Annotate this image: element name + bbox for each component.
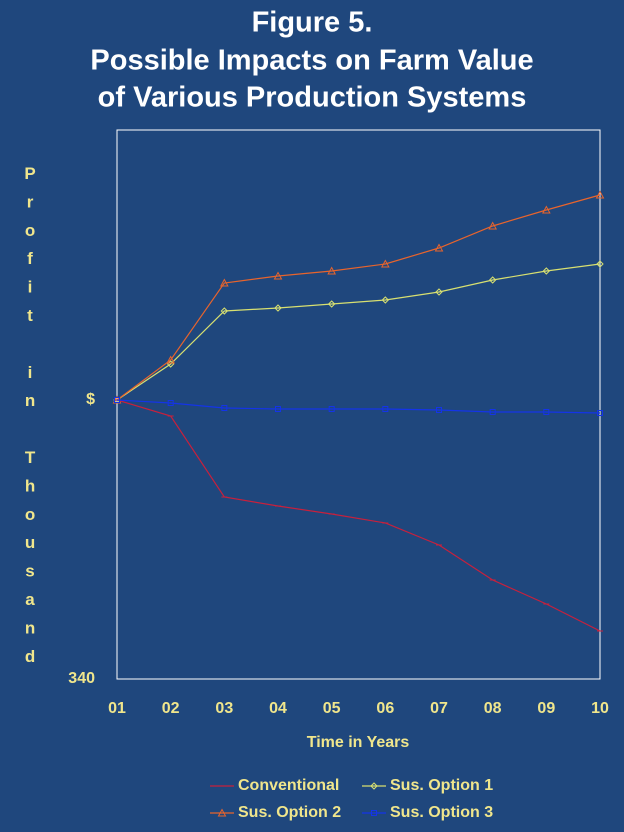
series-line	[116, 263, 601, 401]
legend-label: Conventional	[238, 777, 339, 794]
marker	[328, 406, 335, 412]
marker	[327, 300, 336, 308]
marker	[435, 288, 443, 296]
marker	[543, 409, 550, 415]
chart-title: Possible Impacts on Farm Value	[90, 45, 533, 77]
marker	[382, 406, 389, 412]
x-tick-label: 06	[376, 700, 394, 717]
x-tick-label: 04	[269, 700, 287, 717]
marker	[488, 276, 497, 284]
marker	[542, 267, 551, 275]
legend-marker	[371, 810, 377, 816]
x-tick-label: 02	[162, 700, 180, 717]
marker	[488, 221, 498, 230]
marker	[275, 406, 281, 412]
marker	[434, 243, 444, 252]
marker	[166, 355, 176, 364]
series-line	[116, 399, 601, 632]
marker	[219, 278, 229, 287]
legend-marker	[370, 782, 378, 790]
marker	[274, 304, 282, 312]
legend-label: Sus. Option 1	[390, 777, 493, 794]
marker	[596, 260, 604, 268]
marker	[273, 271, 283, 280]
plot-frame	[116, 129, 601, 680]
series-line	[116, 194, 601, 401]
x-axis-title: Time in Years	[307, 734, 410, 751]
marker	[221, 405, 228, 411]
y-tick-label: $	[86, 391, 95, 408]
x-tick-label: 07	[430, 700, 448, 717]
marker	[380, 259, 390, 268]
marker	[541, 205, 551, 214]
x-tick-label: 03	[215, 700, 233, 717]
x-tick-label: 10	[591, 700, 609, 717]
y-axis-title: Profit in Thousand	[21, 164, 40, 675]
legend-label: Sus. Option 3	[390, 804, 493, 821]
marker	[489, 409, 496, 415]
chart-title: Figure 5.	[252, 7, 373, 39]
y-tick-label: 340	[68, 670, 95, 687]
marker	[327, 266, 337, 275]
x-tick-label: 08	[484, 700, 502, 717]
x-tick-label: 05	[323, 700, 341, 717]
x-tick-label: 01	[108, 700, 126, 717]
marker	[597, 410, 603, 416]
marker	[114, 397, 120, 403]
series-line	[116, 399, 601, 414]
marker	[167, 400, 174, 406]
marker	[595, 190, 605, 199]
marker	[220, 307, 229, 315]
marker	[381, 296, 390, 304]
x-tick-label: 09	[537, 700, 555, 717]
marker	[436, 407, 442, 413]
chart-title: of Various Production Systems	[98, 82, 527, 114]
legend-label: Sus. Option 2	[238, 804, 341, 821]
legend-marker	[217, 808, 227, 817]
